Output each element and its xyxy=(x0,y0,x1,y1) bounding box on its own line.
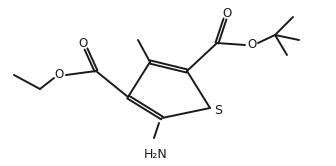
Text: H₂N: H₂N xyxy=(144,148,168,161)
Text: O: O xyxy=(78,37,88,49)
Text: O: O xyxy=(222,6,232,19)
Text: O: O xyxy=(54,68,64,81)
Text: O: O xyxy=(247,38,257,50)
Text: S: S xyxy=(214,103,222,117)
